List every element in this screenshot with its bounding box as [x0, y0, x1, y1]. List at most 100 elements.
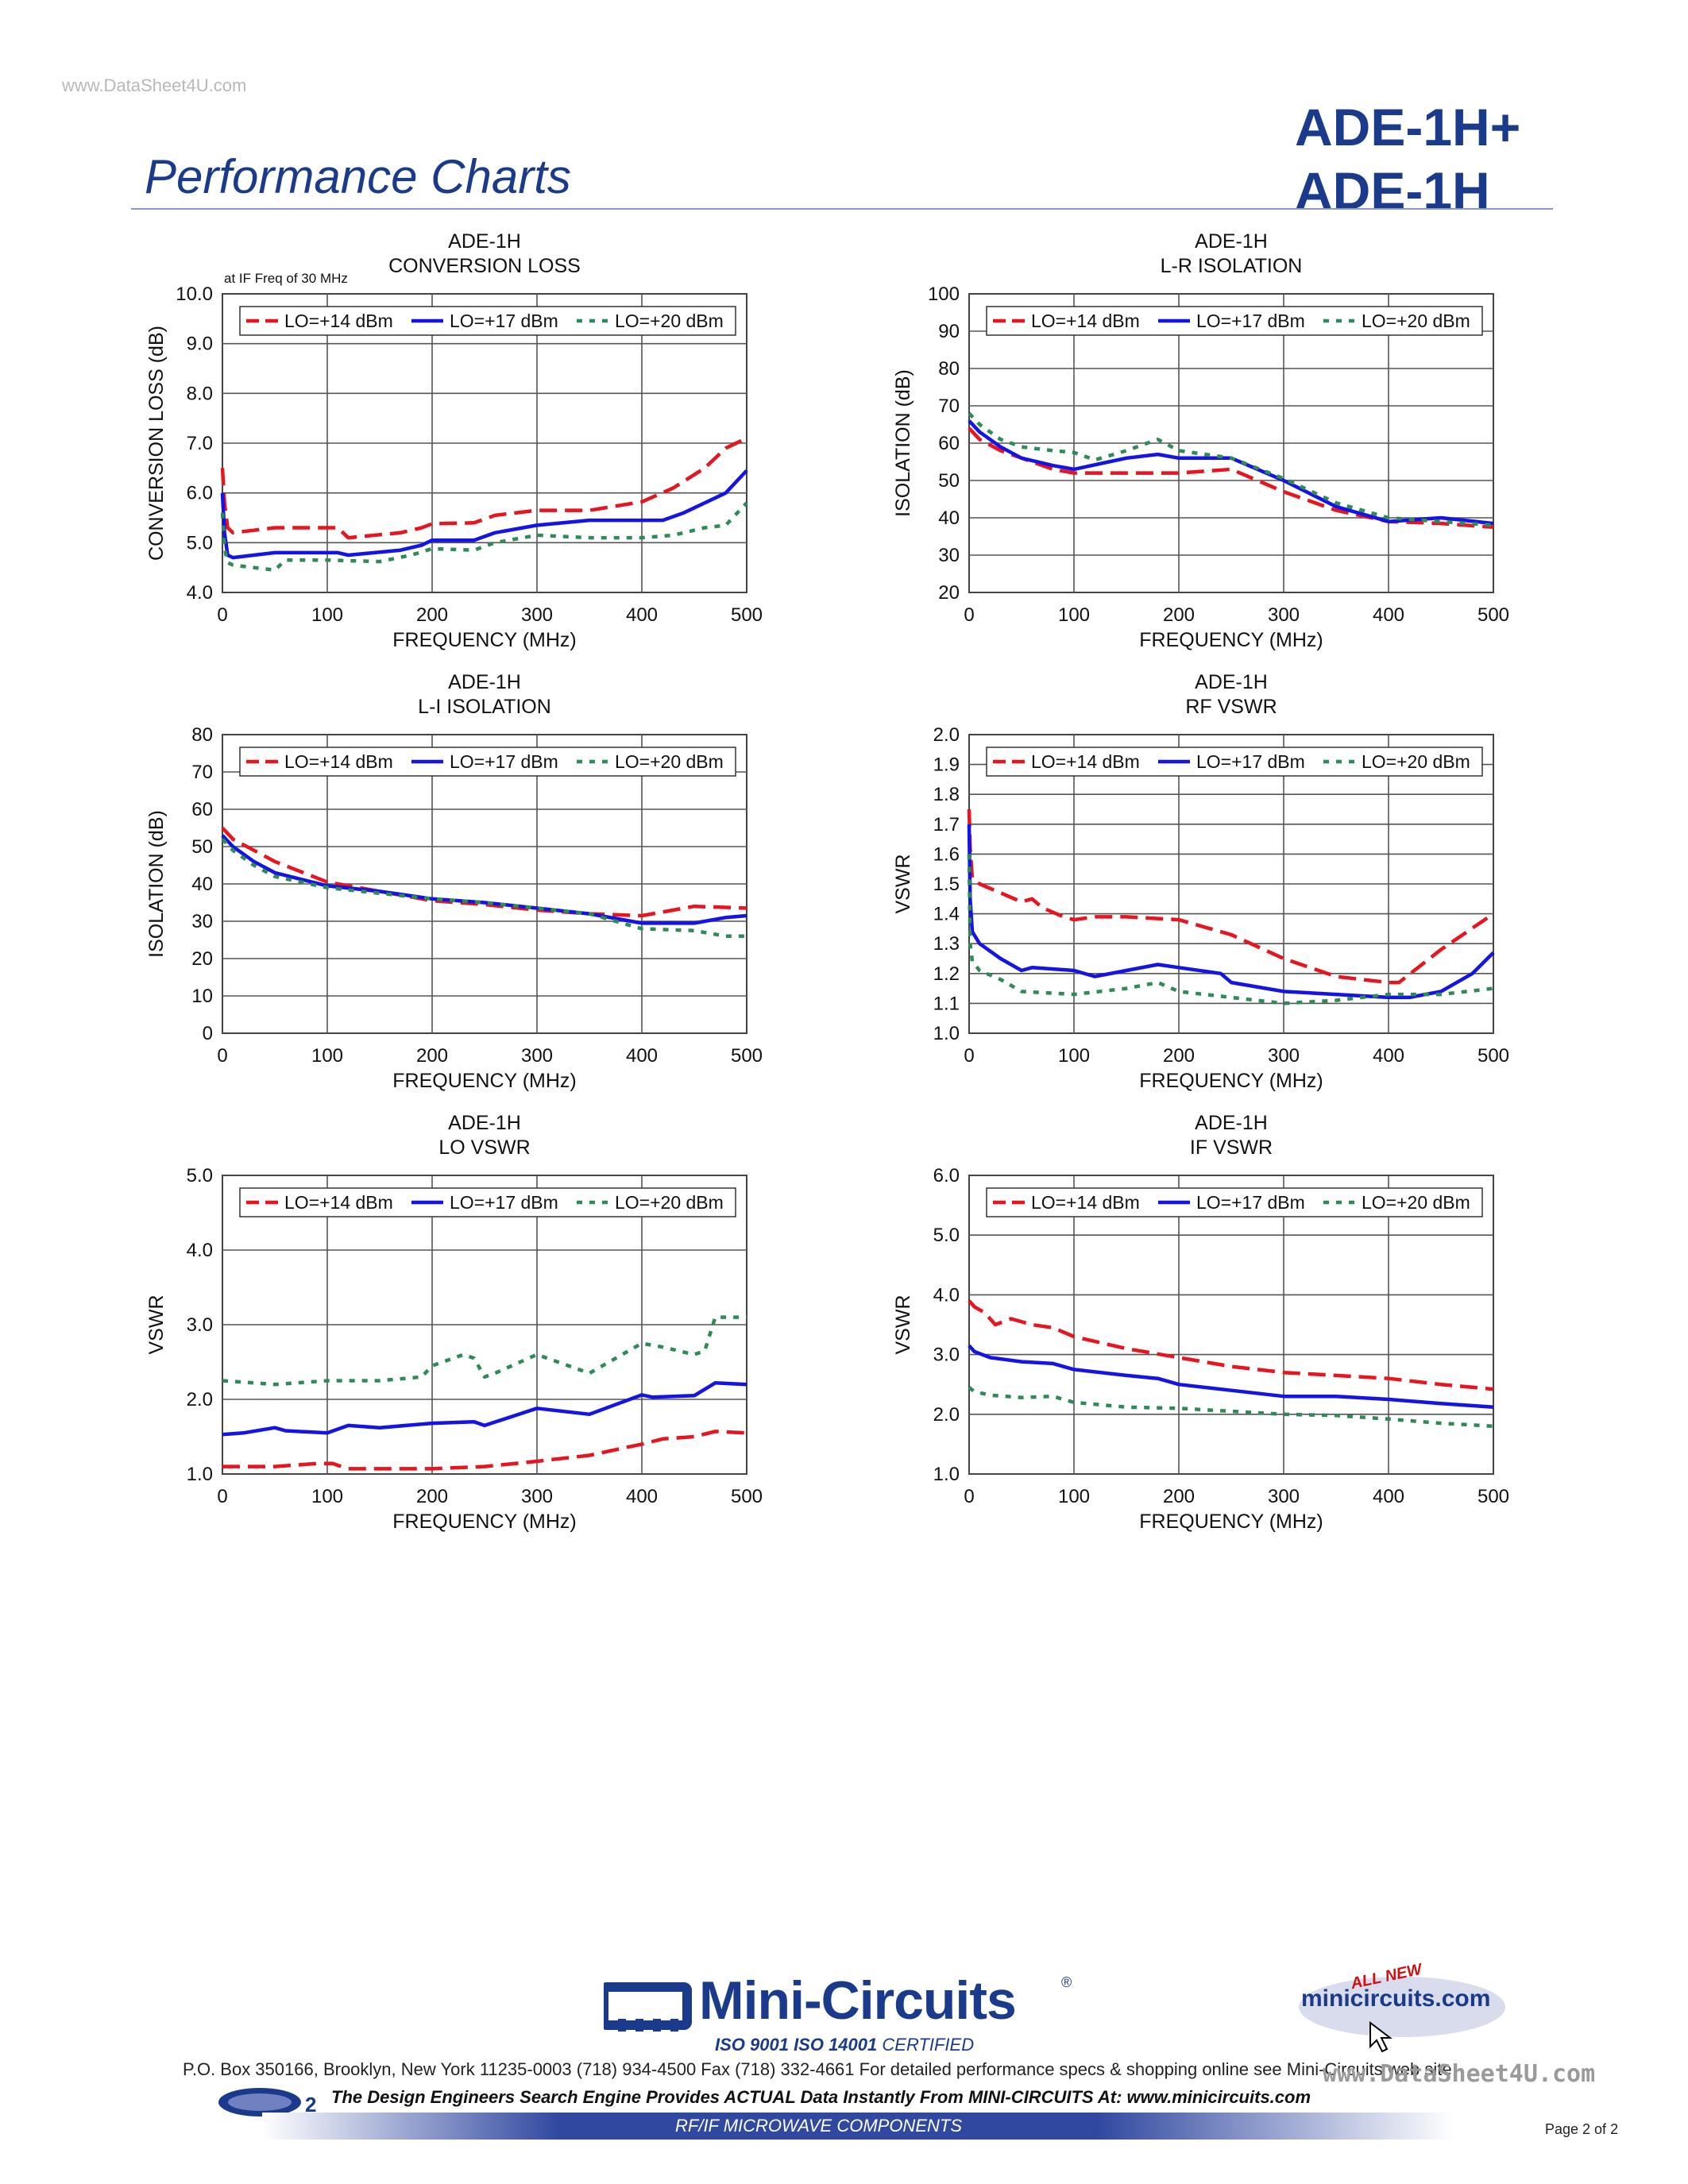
series-line-lo17	[221, 834, 747, 925]
brand-name: Mini-Circuits	[699, 1970, 1017, 2031]
x-tick-label: 300	[1268, 1486, 1300, 1507]
website-link[interactable]: minicircuits.com	[1301, 1985, 1491, 2012]
mini-circuits-logo-icon	[604, 1982, 692, 2032]
x-tick-label: 400	[1373, 1486, 1404, 1507]
y-tick-label: 3.0	[187, 1314, 213, 1336]
y-tick-label: 1.5	[933, 874, 960, 895]
series-line-lo14	[968, 426, 1494, 530]
y-tick-label: 20	[938, 582, 960, 604]
y-tick-label: 2.0	[933, 724, 960, 746]
x-tick-label: 300	[1268, 604, 1300, 626]
plot-area	[968, 1175, 1494, 1475]
legend-label-lo14: LO=+14 dBm	[1031, 1192, 1140, 1213]
search-engine-tagline: The Design Engineers Search Engine Provi…	[331, 2087, 1311, 2107]
legend-label-lo14: LO=+14 dBm	[1031, 311, 1140, 331]
part-number-title: ADE-1H+ ADE-1H	[1295, 95, 1581, 222]
legend-label-lo20: LO=+20 dBm	[615, 311, 724, 331]
x-axis-label: FREQUENCY (MHz)	[392, 1511, 576, 1533]
legend-label-lo17: LO=+17 dBm	[1196, 751, 1305, 772]
y-tick-label: 90	[938, 321, 960, 342]
svg-text:2: 2	[305, 2093, 316, 2116]
y-tick-label: 50	[938, 470, 960, 492]
registered-mark: ®	[1061, 1974, 1072, 1990]
y-tick-label: 100	[928, 284, 960, 305]
y-tick-label: 3.0	[933, 1345, 960, 1366]
page-number: Page 2 of 2	[1545, 2121, 1619, 2137]
x-tick-label: 0	[964, 604, 974, 626]
footer-band-text: RF/IF MICROWAVE COMPONENTS	[675, 2116, 962, 2136]
legend-label-lo17: LO=+17 dBm	[450, 751, 558, 772]
chart-title-line: ADE-1H	[1195, 671, 1268, 693]
y-tick-label: 30	[191, 911, 213, 932]
x-tick-label: 200	[1163, 1045, 1195, 1067]
y-tick-label: 5.0	[187, 1165, 213, 1187]
x-tick-label: 200	[416, 1486, 448, 1507]
series-line-lo20	[967, 854, 1494, 1005]
heading-divider	[131, 208, 1553, 210]
x-tick-label: 500	[1477, 1045, 1509, 1067]
x-axis-label: FREQUENCY (MHz)	[392, 1070, 576, 1092]
y-tick-label: 1.7	[933, 814, 960, 835]
chart-title-line: L-I ISOLATION	[418, 696, 551, 718]
legend-label-lo20: LO=+20 dBm	[1362, 751, 1470, 772]
chart-title-line: CONVERSION LOSS	[388, 255, 581, 277]
y-tick-label: 1.3	[933, 933, 960, 955]
chart-title-line: LO VSWR	[438, 1136, 530, 1159]
y-axis-label: ISOLATION (dB)	[145, 810, 168, 958]
x-tick-label: 400	[626, 1486, 658, 1507]
y-tick-label: 6.0	[933, 1165, 960, 1187]
chart-title-line: RF VSWR	[1185, 696, 1277, 718]
search-engine-logo-icon: 2	[218, 2088, 316, 2116]
legend-box	[986, 1187, 1483, 1217]
y-tick-label: 1.0	[933, 1023, 960, 1044]
y-tick-label: 30	[938, 545, 960, 566]
part-number-1: ADE-1H+	[1295, 98, 1521, 156]
series-line-lo17	[220, 469, 748, 560]
x-tick-label: 500	[1477, 604, 1509, 626]
legend-label-lo20: LO=+20 dBm	[1362, 311, 1470, 331]
chart-rf-vswr: ADE-1H RF VSWR 0 100 200 300 400 500 1.0 1.1 1.2 1.…	[892, 671, 1509, 1092]
y-tick-label: 4.0	[187, 1240, 213, 1261]
legend-label-lo14: LO=+14 dBm	[284, 1192, 393, 1213]
x-tick-label: 0	[217, 1486, 227, 1507]
part-number-2: ADE-1H	[1295, 161, 1490, 220]
legend-label-lo20: LO=+20 dBm	[615, 751, 724, 772]
website-badge-icon	[1299, 1977, 1505, 2053]
y-tick-label: 1.1	[933, 993, 960, 1014]
series-line-lo20	[968, 1386, 1494, 1429]
legend-label-lo14: LO=+14 dBm	[1031, 751, 1140, 772]
y-tick-label: 60	[938, 433, 960, 454]
watermark-bottom: www.DataSheet4U.com	[1323, 2060, 1596, 2088]
x-tick-label: 100	[311, 604, 343, 626]
y-tick-label: 5.0	[933, 1225, 960, 1246]
y-tick-label: 2.0	[187, 1389, 213, 1410]
x-axis-label: FREQUENCY (MHz)	[1139, 1511, 1323, 1533]
y-tick-label: 40	[191, 874, 213, 895]
x-tick-label: 100	[311, 1045, 343, 1067]
x-tick-label: 400	[626, 604, 658, 626]
y-tick-label: 20	[191, 948, 213, 970]
y-tick-label: 50	[191, 836, 213, 858]
x-tick-label: 100	[1058, 1045, 1090, 1067]
legend-box	[239, 306, 736, 336]
y-tick-label: 6.0	[187, 483, 213, 504]
x-axis-label: FREQUENCY (MHz)	[1139, 1070, 1323, 1092]
x-tick-label: 0	[217, 1045, 227, 1067]
y-tick-label: 1.6	[933, 843, 960, 865]
chart-title-line: L-R ISOLATION	[1161, 255, 1303, 277]
iso-certified: CERTIFIED	[882, 2035, 975, 2055]
chart-title-line: ADE-1H	[448, 230, 521, 253]
y-tick-label: 80	[938, 358, 960, 380]
y-tick-label: 7.0	[187, 433, 213, 454]
company-address: P.O. Box 350166, Brooklyn, New York 1123…	[183, 2059, 1452, 2079]
legend-box	[986, 747, 1483, 777]
x-tick-label: 200	[1163, 1486, 1195, 1507]
y-axis-label: ISOLATION (dB)	[892, 369, 914, 517]
series-line-lo14	[220, 436, 747, 540]
footer-band	[262, 2113, 1454, 2140]
x-tick-label: 300	[1268, 1045, 1300, 1067]
y-tick-label: 80	[191, 724, 213, 746]
legend-label-lo20: LO=+20 dBm	[1362, 1192, 1470, 1213]
x-tick-label: 500	[731, 604, 763, 626]
